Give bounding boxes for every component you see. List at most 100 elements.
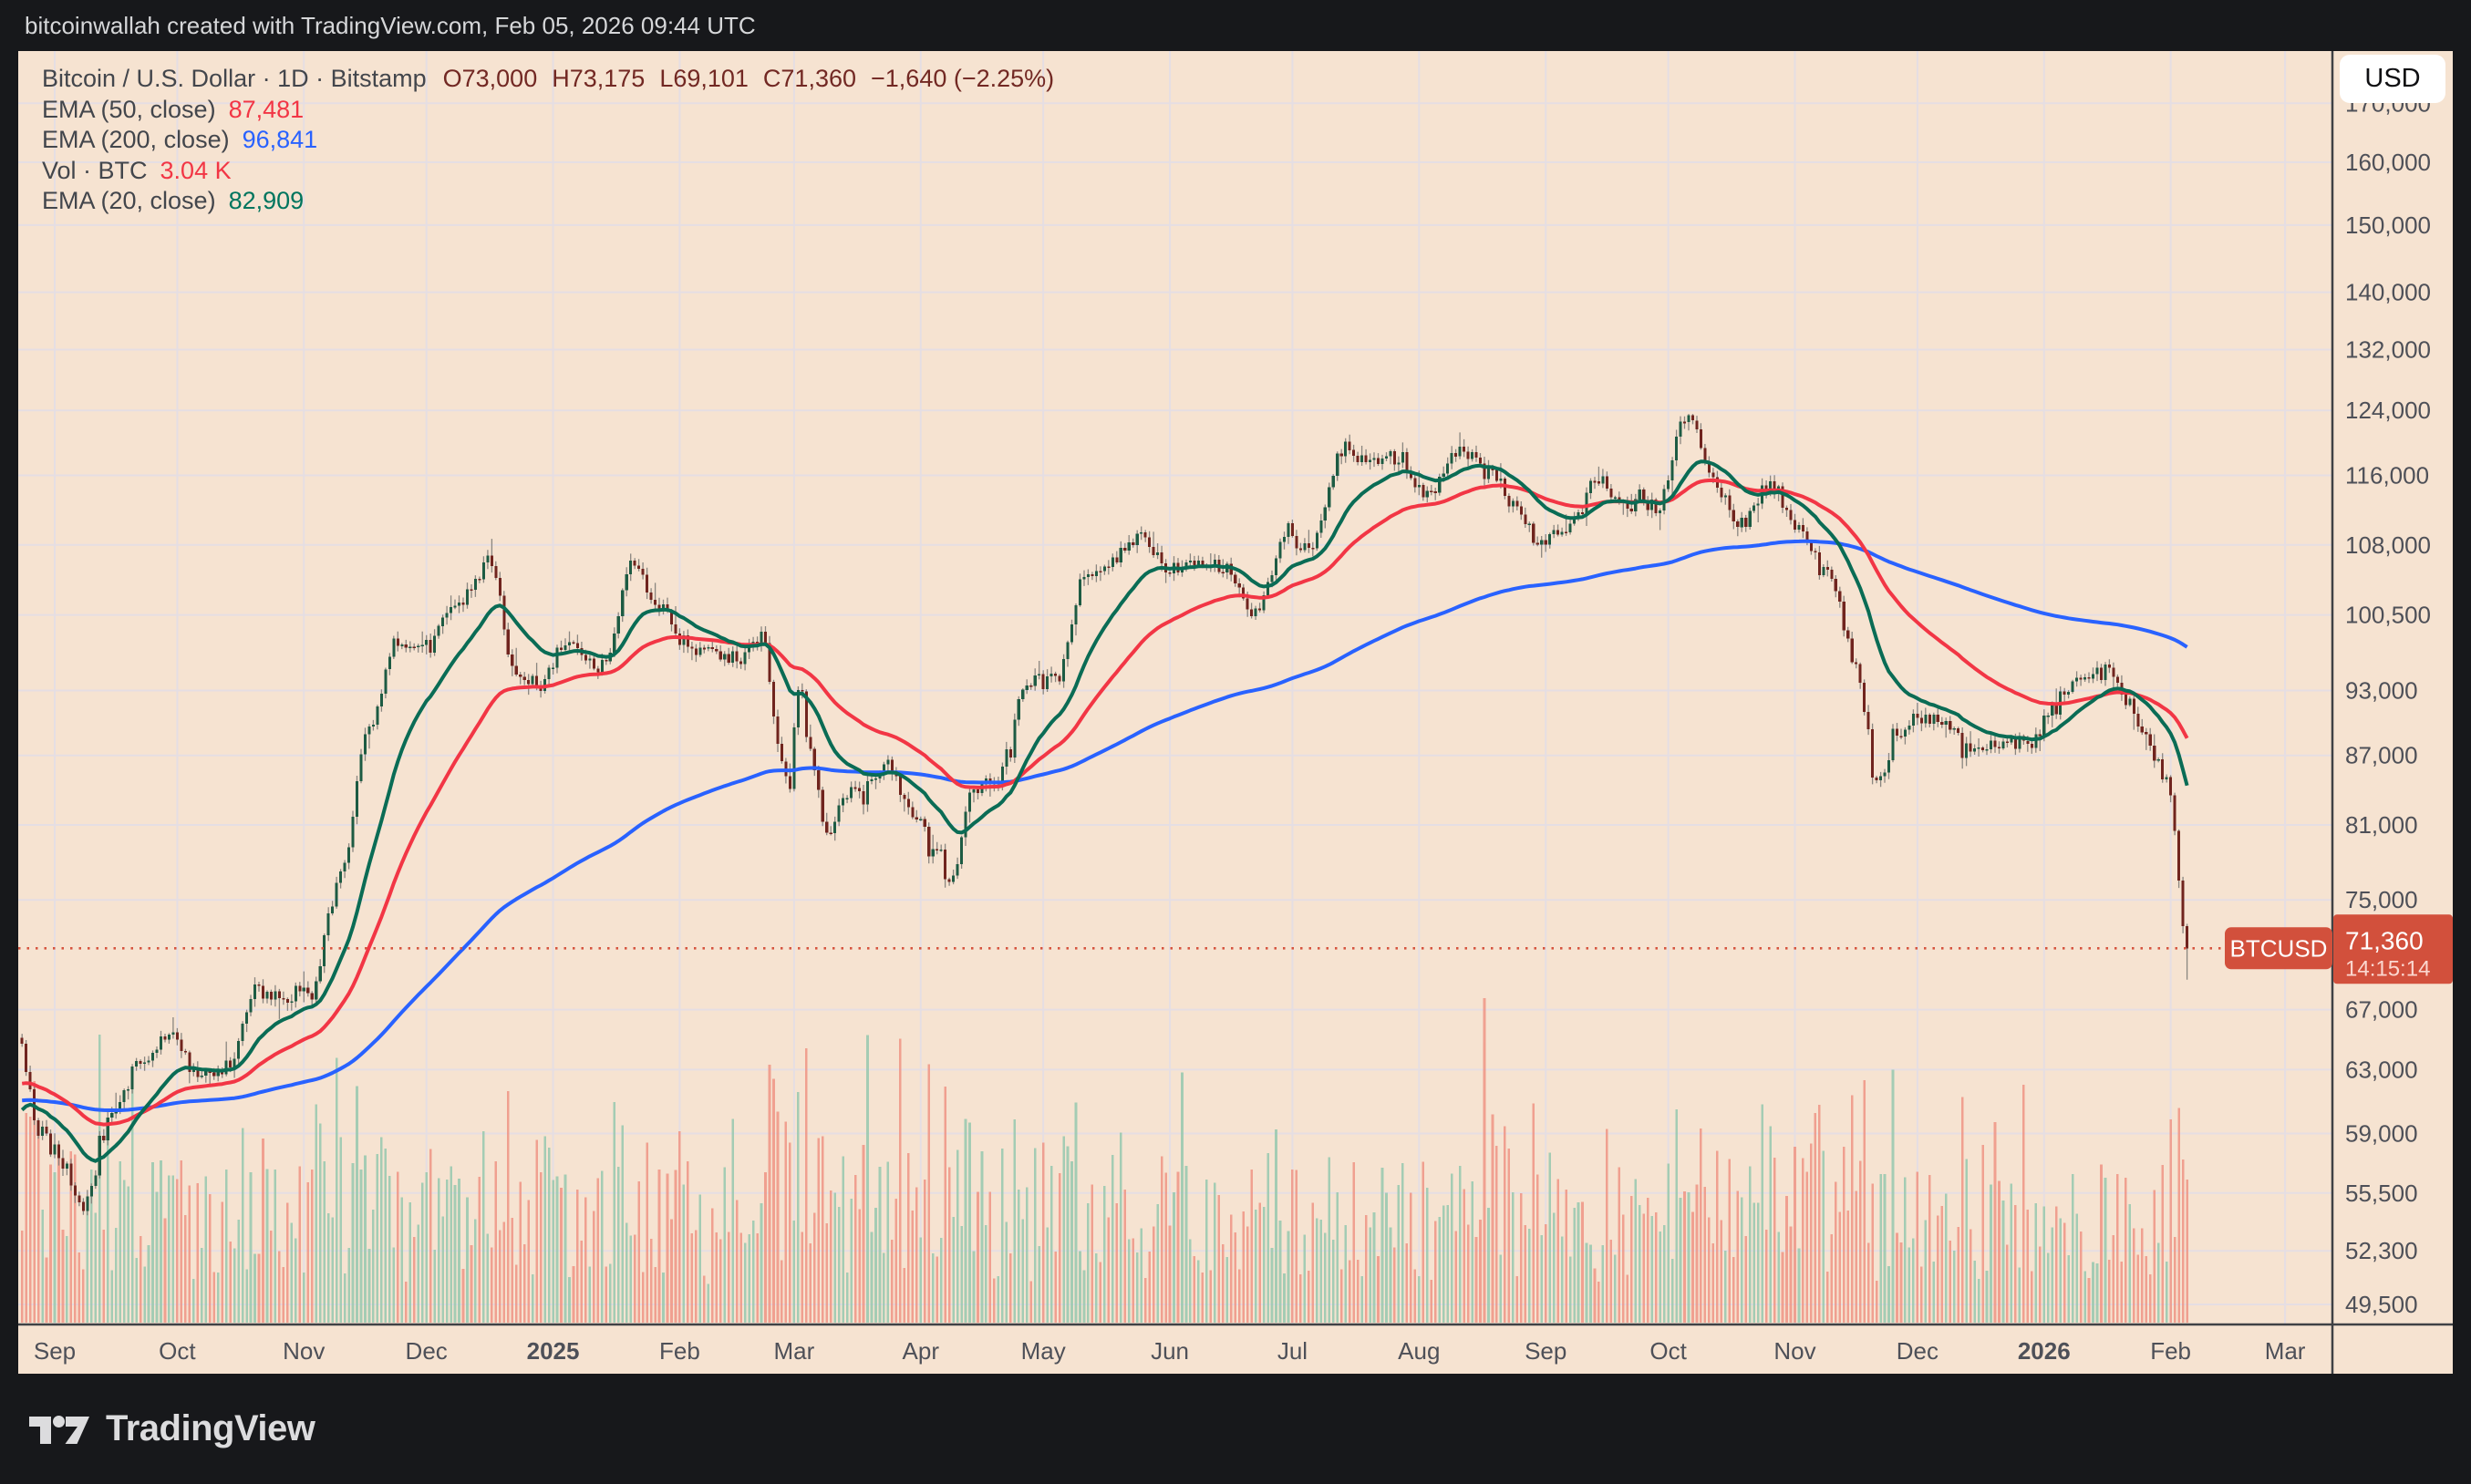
- volume-bar: [278, 1251, 281, 1323]
- volume-bar: [845, 1272, 849, 1323]
- price-tick-label: 87,000: [2345, 742, 2418, 769]
- candle-body: [560, 647, 563, 650]
- candle-body: [1049, 674, 1053, 676]
- volume-bar: [1115, 1202, 1119, 1323]
- candle-body: [1290, 523, 1294, 536]
- candle-body: [396, 638, 399, 646]
- volume-bar: [45, 1257, 48, 1323]
- candle-body: [1650, 500, 1654, 510]
- candle-body: [919, 819, 923, 821]
- volume-bar: [539, 1172, 543, 1323]
- volume-bar: [1515, 1275, 1519, 1323]
- candle-body: [592, 658, 595, 669]
- volume-bar: [593, 1211, 595, 1323]
- candle-body: [1062, 659, 1066, 682]
- indicator-row-ema200[interactable]: EMA (200, close) 96,841: [42, 125, 1069, 156]
- symbol-title-row[interactable]: Bitcoin / U.S. Dollar · 1D · Bitstamp O73…: [42, 64, 1069, 95]
- candle-body: [1601, 476, 1605, 484]
- candle-body: [1911, 713, 1915, 727]
- candle-body: [119, 1102, 122, 1112]
- volume-bar: [613, 1102, 616, 1323]
- volume-bar: [1483, 998, 1486, 1323]
- candle-body: [155, 1049, 159, 1053]
- candle-body: [437, 625, 440, 636]
- candle-body: [1392, 451, 1396, 465]
- candle-body: [57, 1144, 60, 1159]
- indicator-row-ema20[interactable]: EMA (20, close) 82,909: [42, 186, 1069, 217]
- candle-body: [1017, 699, 1020, 720]
- volume-bar: [1401, 1163, 1404, 1323]
- volume-bar: [1474, 1237, 1478, 1323]
- chart-pane[interactable]: [18, 51, 2332, 1324]
- ema-200-line: [22, 539, 2188, 1112]
- volume-bar: [1160, 1156, 1163, 1323]
- candle-body: [1278, 541, 1282, 559]
- candle-body: [1540, 540, 1544, 545]
- candle-body: [2079, 677, 2083, 680]
- candle-body: [1352, 449, 1356, 456]
- candle-body: [1842, 602, 1845, 631]
- candle-body: [817, 770, 821, 790]
- tradingview-wordmark[interactable]: TradingView: [106, 1408, 315, 1448]
- candle-body: [1565, 531, 1568, 533]
- candle-body: [351, 817, 355, 848]
- ohlc-close: C71,360: [762, 65, 857, 92]
- candle-body: [1275, 558, 1278, 575]
- candle-body: [326, 913, 330, 935]
- currency-toggle-button[interactable]: USD: [2340, 55, 2445, 103]
- volume-bar: [2116, 1173, 2119, 1323]
- candle-body: [257, 984, 261, 986]
- volume-histogram: [20, 998, 2188, 1323]
- volume-bar: [911, 1211, 915, 1323]
- candle-body: [1830, 569, 1834, 579]
- candle-body: [1646, 500, 1649, 510]
- volume-bar: [78, 1252, 81, 1323]
- price-tick-label: 108,000: [2345, 531, 2431, 559]
- volume-bar: [326, 1213, 330, 1323]
- volume-bar: [1748, 1166, 1752, 1323]
- indicator-row-volume[interactable]: Vol · BTC 3.04 K: [42, 156, 1069, 187]
- volume-bar: [453, 1184, 457, 1323]
- candle-body: [367, 727, 371, 735]
- volume-bar: [28, 1117, 32, 1323]
- volume-bar: [960, 1225, 963, 1323]
- candle-body: [261, 985, 264, 999]
- candle-body: [1944, 720, 1948, 725]
- price-tick-label: 132,000: [2345, 335, 2431, 363]
- volume-bar: [2006, 1244, 2009, 1323]
- volume-bar: [1998, 1180, 2001, 1323]
- volume-bar: [858, 1209, 861, 1323]
- volume-bar: [1777, 1232, 1780, 1323]
- volume-bar: [1308, 1271, 1310, 1323]
- tradingview-logo-icon[interactable]: [27, 1409, 91, 1449]
- candle-body: [1008, 748, 1012, 758]
- candle-body: [690, 646, 694, 649]
- candle-body: [552, 667, 555, 670]
- ema-200-path: [22, 539, 2188, 1112]
- candle-body: [245, 1012, 249, 1025]
- candle-body: [563, 644, 567, 650]
- candle-body: [988, 778, 992, 782]
- volume-bar: [102, 1229, 106, 1323]
- volume-bar: [127, 1186, 129, 1323]
- candle-body: [1638, 490, 1641, 500]
- price-tick-label: 81,000: [2345, 811, 2418, 839]
- volume-bar: [2083, 1271, 2086, 1323]
- volume-bar: [923, 1180, 926, 1323]
- volume-bar: [1855, 1190, 1857, 1323]
- candle-body: [1825, 567, 1829, 570]
- candle-body: [274, 991, 277, 1000]
- candle-body: [2013, 737, 2017, 749]
- indicator-row-ema50[interactable]: EMA (50, close) 87,481: [42, 95, 1069, 126]
- candle-body: [764, 632, 768, 644]
- candle-body: [535, 675, 539, 688]
- volume-bar: [168, 1175, 171, 1323]
- time-tick-label: Jun: [1151, 1337, 1189, 1365]
- candle-body: [433, 635, 437, 653]
- candle-body: [106, 1117, 109, 1140]
- candle-body: [1033, 675, 1037, 686]
- candle-body: [53, 1144, 57, 1155]
- volume-bar: [535, 1139, 538, 1323]
- volume-bar: [2125, 1177, 2127, 1323]
- candle-body: [522, 676, 526, 681]
